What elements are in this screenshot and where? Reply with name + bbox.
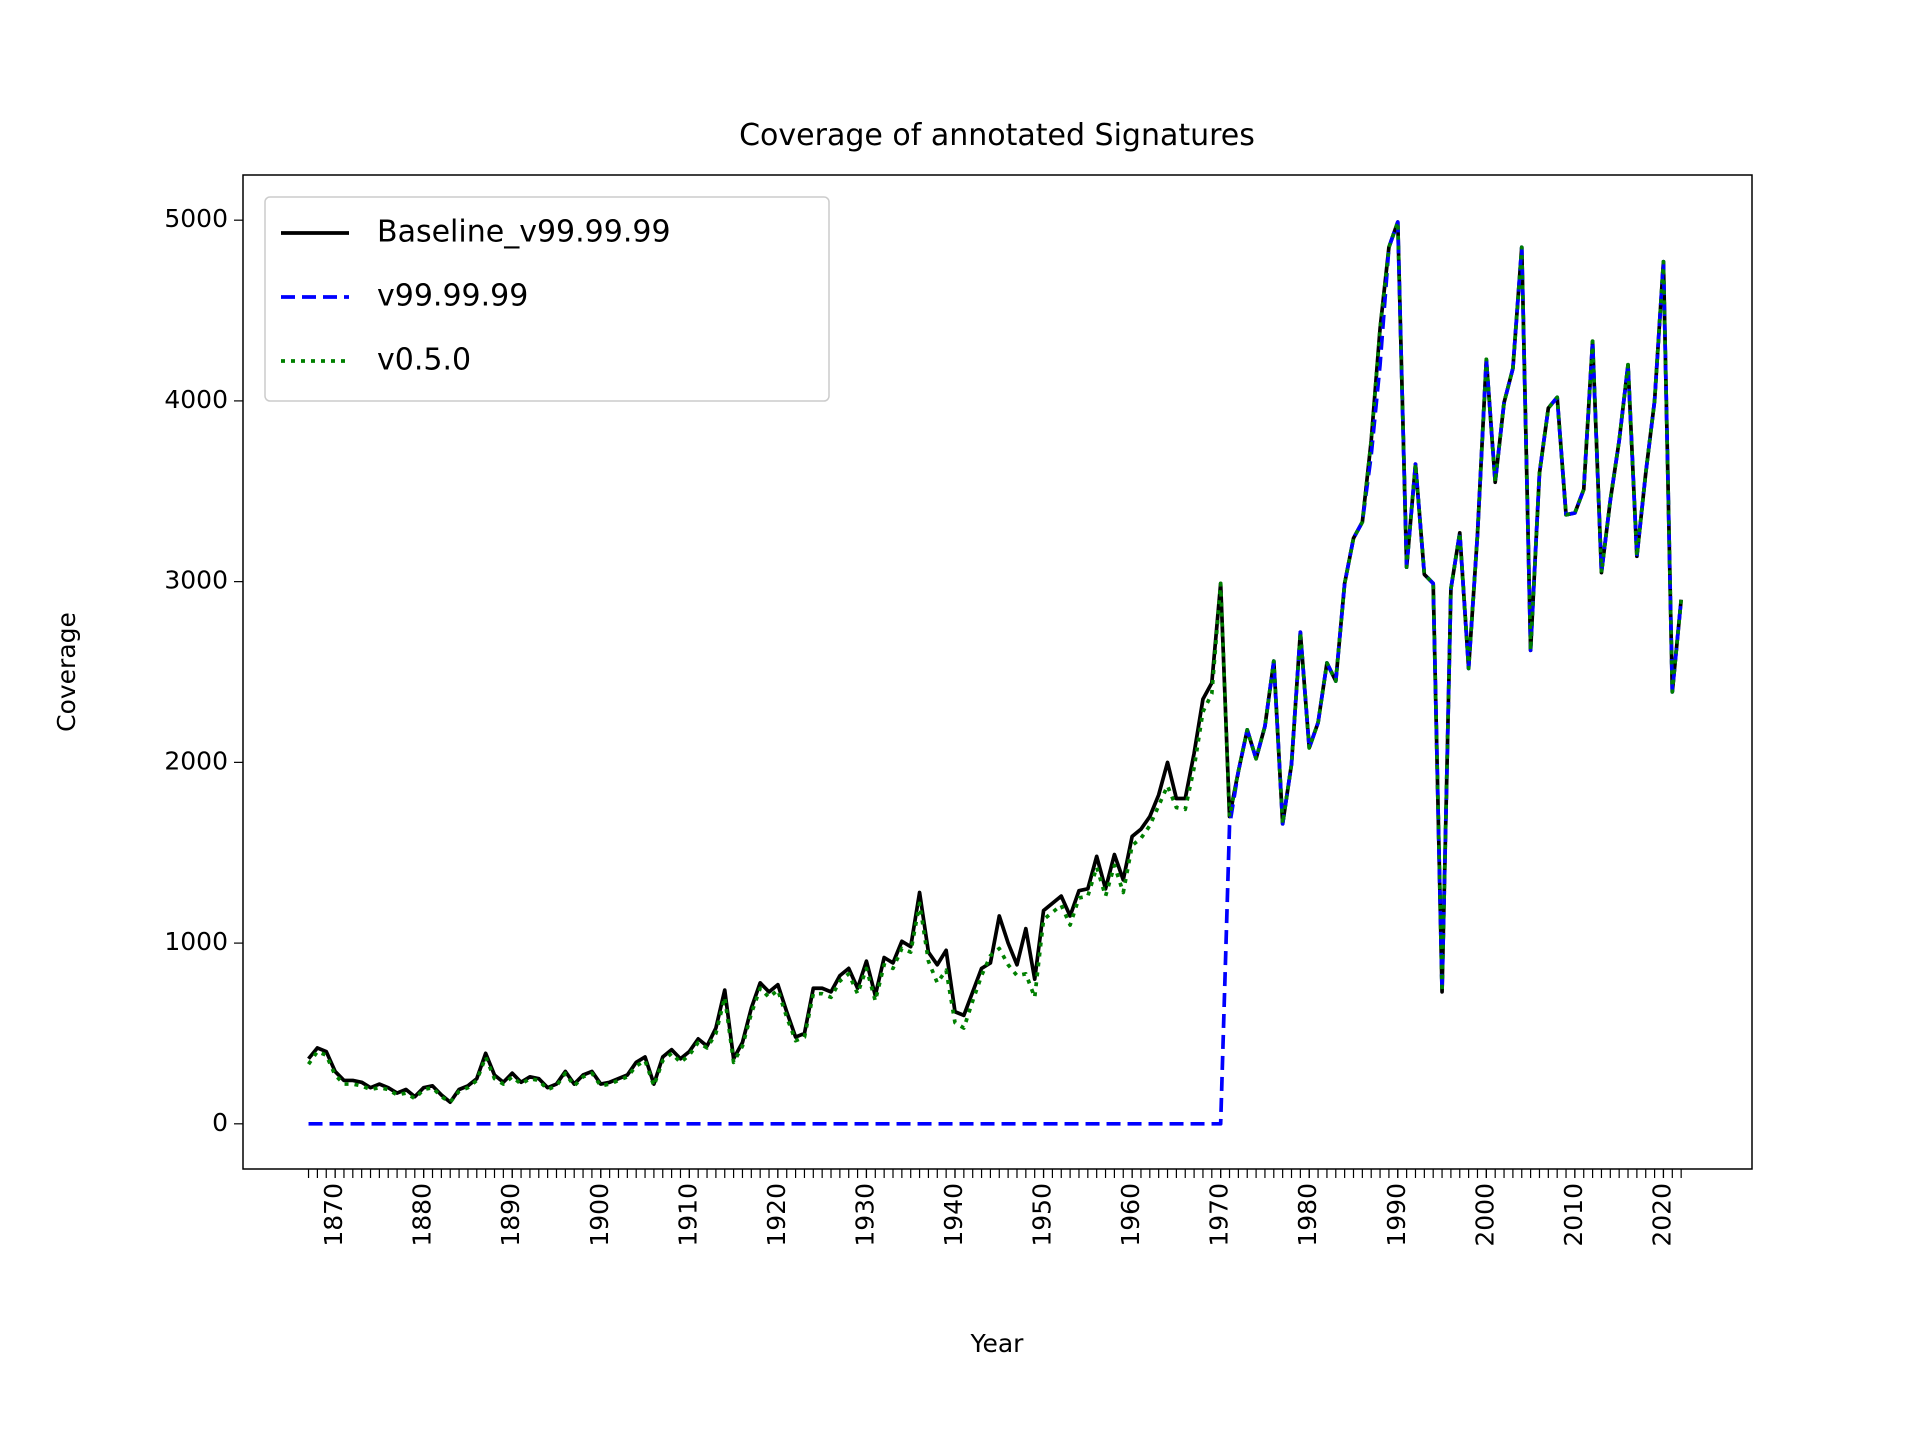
x-tick-label: 1880 (408, 1183, 437, 1247)
y-axis-label: Coverage (52, 612, 81, 732)
x-tick-label: 2000 (1470, 1183, 1499, 1247)
legend: Baseline_v99.99.99 v99.99.99 v0.5.0 (264, 196, 830, 402)
x-tick-label: 2020 (1647, 1183, 1676, 1247)
x-tick-label: 1930 (850, 1183, 879, 1247)
series-line (308, 220, 1683, 1126)
legend-label: Baseline_v99.99.99 (377, 215, 671, 250)
x-tick-label: 1950 (1028, 1183, 1057, 1247)
x-tick-label: 1900 (585, 1183, 614, 1247)
y-tick-label: 0 (212, 1108, 228, 1137)
y-tick-label: 4000 (164, 385, 228, 414)
y-tick-label: 5000 (164, 204, 228, 233)
y-tick-label: 3000 (164, 566, 228, 595)
x-tick-label: 1870 (319, 1183, 348, 1247)
legend-box (264, 196, 830, 402)
x-tick-label: 1890 (496, 1183, 525, 1247)
y-tick-label: 1000 (164, 927, 228, 956)
x-tick-label: 1970 (1205, 1183, 1234, 1247)
chart-title: Coverage of annotated Signatures (739, 118, 1255, 153)
x-tick-label: 1990 (1382, 1183, 1411, 1247)
x-tick-label: 2010 (1559, 1183, 1588, 1247)
legend-label: v0.5.0 (377, 343, 471, 378)
x-tick-label: 1920 (762, 1183, 791, 1247)
plot-frame (242, 174, 1753, 1170)
x-tick-label: 1910 (673, 1183, 702, 1247)
legend-label: v99.99.99 (377, 279, 528, 314)
x-tick-label: 1960 (1116, 1183, 1145, 1247)
x-tick-label: 1980 (1293, 1183, 1322, 1247)
x-tick-label: 1940 (939, 1183, 968, 1247)
y-tick-label: 2000 (164, 746, 228, 775)
x-axis-label: Year (970, 1329, 1025, 1358)
